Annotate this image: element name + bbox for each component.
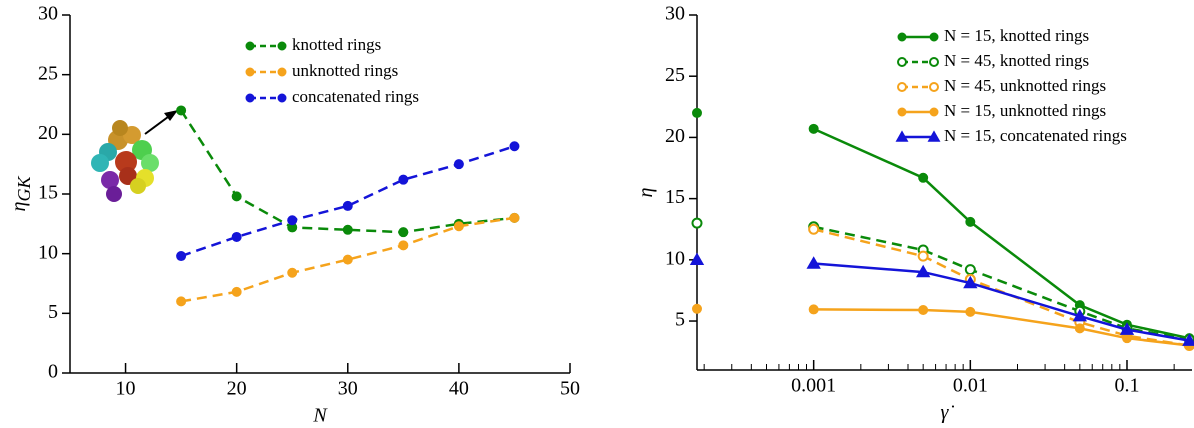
x-tick-label: 50 bbox=[560, 378, 580, 400]
legend-marker bbox=[277, 93, 287, 103]
marker bbox=[453, 221, 464, 232]
legend-label: unknotted rings bbox=[292, 61, 398, 80]
y-tick-label: 10 bbox=[38, 241, 58, 263]
marker bbox=[176, 251, 187, 262]
series-line bbox=[180, 109, 515, 234]
marker bbox=[963, 275, 978, 289]
y-axis-label-sub: GK bbox=[14, 176, 34, 202]
y-axis-label: η bbox=[635, 187, 657, 197]
legend-label: concatenated rings bbox=[292, 87, 419, 106]
marker bbox=[964, 264, 976, 276]
marker bbox=[453, 159, 464, 170]
legend-label: knotted rings bbox=[292, 35, 381, 54]
y-axis-label-main: η bbox=[635, 187, 657, 197]
marker bbox=[808, 123, 819, 134]
marker bbox=[176, 296, 187, 307]
legend-marker bbox=[277, 67, 287, 77]
y-tick-label: 30 bbox=[38, 3, 58, 25]
marker bbox=[916, 264, 931, 278]
x-tick-label: 0.01 bbox=[953, 375, 988, 397]
legend-marker bbox=[277, 41, 287, 51]
legend-marker bbox=[245, 41, 255, 51]
marker bbox=[509, 141, 520, 152]
series-line bbox=[813, 127, 1190, 340]
y-tick-label: 5 bbox=[675, 309, 685, 331]
y-tick-label: 20 bbox=[38, 122, 58, 144]
legend-marker bbox=[897, 107, 907, 117]
marker bbox=[692, 303, 702, 314]
marker bbox=[918, 305, 929, 316]
marker bbox=[965, 306, 976, 317]
y-tick-label: 0 bbox=[48, 361, 58, 383]
y-axis-label-main: η bbox=[8, 201, 30, 211]
legend-marker bbox=[245, 67, 255, 77]
legend-marker bbox=[929, 57, 939, 67]
marker bbox=[342, 200, 353, 211]
marker bbox=[1182, 333, 1194, 346]
legend-label: N = 15, concatenated rings bbox=[944, 126, 1127, 145]
marker bbox=[398, 227, 409, 238]
marker bbox=[287, 215, 298, 226]
marker bbox=[808, 223, 820, 235]
legend-label: N = 15, knotted rings bbox=[944, 26, 1089, 45]
y-tick-label: 5 bbox=[48, 301, 58, 323]
legend-marker bbox=[929, 107, 939, 117]
legend-label: N = 45, unknotted rings bbox=[944, 76, 1106, 95]
marker bbox=[231, 286, 242, 297]
molecule-inset bbox=[91, 110, 178, 202]
legend-marker bbox=[897, 82, 907, 92]
marker bbox=[398, 240, 409, 251]
marker bbox=[1072, 308, 1087, 322]
x-tick-label: 30 bbox=[338, 378, 358, 400]
series-line bbox=[813, 225, 1190, 341]
legend-marker bbox=[897, 57, 907, 67]
x-tick-label: 0.001 bbox=[791, 375, 836, 397]
marker bbox=[398, 174, 409, 185]
marker bbox=[689, 252, 705, 266]
y-tick-label: 10 bbox=[665, 247, 685, 269]
x-axis-label: N bbox=[312, 405, 328, 427]
marker bbox=[509, 212, 520, 223]
y-axis-label: ηGK bbox=[8, 176, 35, 212]
legend-label: N = 15, unknotted rings bbox=[944, 101, 1106, 120]
legend-label: N = 45, knotted rings bbox=[944, 51, 1089, 70]
y-tick-label: 15 bbox=[665, 186, 685, 208]
y-tick-label: 20 bbox=[665, 125, 685, 147]
series-line bbox=[813, 308, 1190, 347]
x-axis-label: γ̇ bbox=[941, 402, 955, 424]
y-tick-label: 30 bbox=[665, 3, 685, 25]
marker bbox=[342, 224, 353, 235]
x-tick-label: 10 bbox=[116, 378, 136, 400]
marker bbox=[1074, 323, 1085, 334]
legend-marker bbox=[929, 32, 939, 42]
legend-marker bbox=[927, 130, 941, 142]
marker bbox=[691, 217, 703, 229]
marker bbox=[918, 172, 929, 183]
x-tick-label: 40 bbox=[449, 378, 469, 400]
legend-marker bbox=[897, 32, 907, 42]
marker bbox=[287, 267, 298, 278]
x-tick-label: 20 bbox=[227, 378, 247, 400]
y-tick-label: 25 bbox=[38, 62, 58, 84]
legend-marker bbox=[929, 82, 939, 92]
marker bbox=[1119, 322, 1135, 335]
legend-marker bbox=[245, 93, 255, 103]
marker bbox=[342, 254, 353, 265]
legend-marker bbox=[895, 130, 909, 142]
series-line bbox=[813, 262, 1190, 342]
y-tick-label: 15 bbox=[38, 182, 58, 204]
marker bbox=[231, 231, 242, 242]
marker bbox=[231, 191, 242, 202]
marker bbox=[806, 256, 821, 269]
marker bbox=[176, 105, 187, 116]
marker bbox=[965, 216, 976, 227]
marker bbox=[917, 250, 929, 262]
y-tick-label: 25 bbox=[665, 64, 685, 86]
marker bbox=[1121, 333, 1132, 344]
x-tick-label: 0.1 bbox=[1114, 375, 1139, 397]
marker bbox=[692, 107, 702, 118]
marker bbox=[808, 304, 819, 315]
